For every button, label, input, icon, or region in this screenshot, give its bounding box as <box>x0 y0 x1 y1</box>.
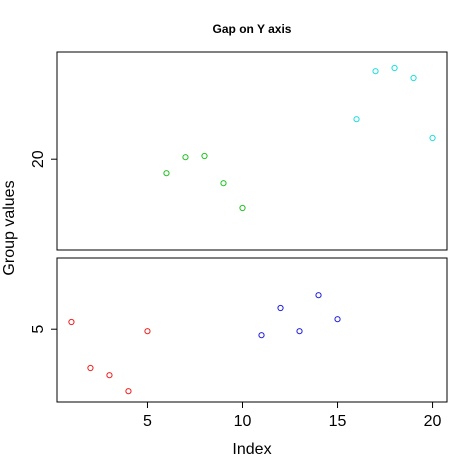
point <box>391 64 398 72</box>
point <box>353 116 360 123</box>
point <box>315 292 322 299</box>
point <box>144 328 151 335</box>
x-tick-label: 5 <box>143 413 152 430</box>
point <box>334 316 341 323</box>
point <box>68 318 75 326</box>
point <box>220 180 227 187</box>
point <box>277 304 284 312</box>
point <box>125 388 132 395</box>
panel-frame <box>56 257 448 403</box>
point <box>372 68 379 75</box>
point <box>182 154 189 161</box>
point <box>239 204 246 212</box>
point <box>201 152 208 160</box>
chart-title: Gap on Y axis <box>213 22 292 36</box>
point <box>106 372 113 379</box>
point <box>296 328 303 335</box>
x-axis-label: Index <box>232 441 271 458</box>
point <box>410 74 417 82</box>
point <box>429 134 436 142</box>
panel-frame <box>56 51 448 251</box>
point <box>87 364 94 372</box>
y-axis-label: Group values <box>1 180 18 275</box>
y-tick-label: 5 <box>30 325 47 334</box>
x-tick-label: 15 <box>329 413 347 430</box>
point <box>258 332 265 339</box>
x-tick-label: 10 <box>234 413 252 430</box>
x-tick-label: 20 <box>424 413 442 430</box>
point <box>163 170 170 177</box>
y-tick-label: 20 <box>30 150 47 168</box>
